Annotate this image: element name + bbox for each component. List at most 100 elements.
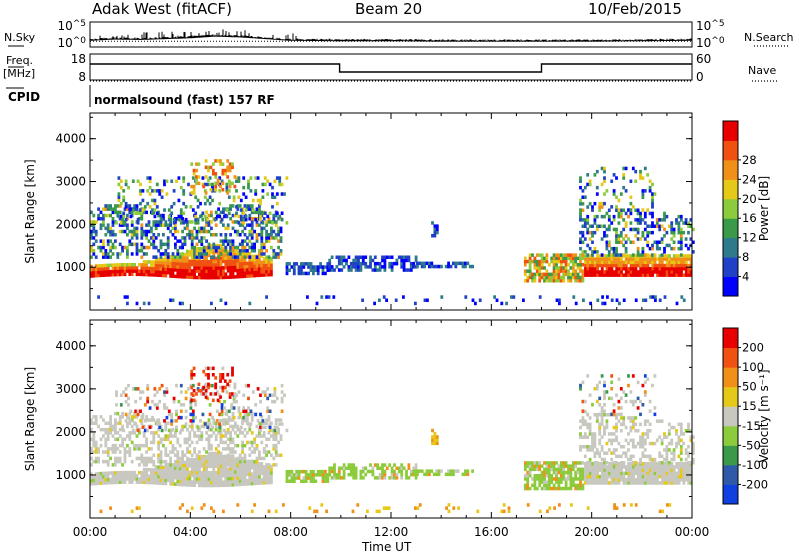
power-cell bbox=[646, 230, 650, 235]
power-cell bbox=[646, 234, 650, 238]
power-cell bbox=[223, 172, 227, 176]
power-cell bbox=[359, 268, 363, 272]
power-cell bbox=[256, 176, 260, 180]
power-cell bbox=[271, 221, 274, 225]
power-cell bbox=[581, 195, 585, 199]
power-cell bbox=[672, 270, 676, 274]
velocity-cell bbox=[267, 418, 271, 422]
power-cell bbox=[605, 189, 609, 193]
velocity-cell bbox=[337, 466, 341, 470]
power-cell bbox=[653, 260, 657, 265]
power-cell bbox=[262, 263, 266, 268]
power-cell bbox=[195, 233, 199, 237]
power-cell bbox=[428, 261, 431, 266]
power-cell bbox=[523, 263, 527, 267]
power-cell bbox=[162, 270, 165, 275]
power-cell bbox=[136, 217, 140, 222]
velocity-cell bbox=[224, 431, 228, 435]
velocity-cell bbox=[162, 472, 165, 476]
power-cell bbox=[588, 273, 592, 277]
velocity-cell bbox=[151, 399, 154, 404]
velocity-cell bbox=[210, 434, 213, 438]
power-cell bbox=[634, 298, 638, 302]
velocity-cell bbox=[198, 434, 201, 438]
velocity-cell bbox=[229, 470, 232, 474]
velocity-cell bbox=[118, 450, 122, 454]
power-cell bbox=[593, 263, 597, 268]
power-cell bbox=[218, 182, 222, 187]
power-cell bbox=[543, 272, 546, 277]
power-cell bbox=[212, 259, 216, 264]
power-cell bbox=[600, 205, 604, 209]
power-cell bbox=[121, 245, 124, 250]
power-cell bbox=[559, 266, 563, 270]
velocity-cell bbox=[106, 463, 110, 467]
velocity-cell bbox=[576, 477, 580, 481]
power-cell bbox=[644, 298, 648, 302]
power-cell bbox=[639, 270, 643, 274]
nsearch-label: N.Search bbox=[744, 31, 794, 44]
power-cell bbox=[552, 263, 556, 267]
velocity-cell bbox=[288, 473, 291, 477]
velocity-cell bbox=[226, 463, 230, 467]
power-cell bbox=[557, 269, 561, 273]
power-cell bbox=[423, 264, 426, 269]
power-cell bbox=[533, 259, 537, 264]
power-cell bbox=[207, 245, 211, 250]
velocity-cell bbox=[126, 424, 129, 429]
velocity-cell bbox=[178, 466, 182, 471]
velocity-cell bbox=[562, 486, 566, 491]
velocity-cell bbox=[169, 431, 172, 435]
power-y-tick-label: 2000 bbox=[55, 217, 86, 231]
velocity-cell bbox=[212, 467, 216, 472]
velocity-cell bbox=[118, 474, 122, 478]
power-cell bbox=[228, 181, 232, 186]
power-cell bbox=[603, 270, 607, 274]
power-cell bbox=[198, 259, 201, 264]
velocity-cell bbox=[126, 434, 129, 438]
velocity-cell bbox=[381, 469, 384, 474]
velocity-cell bbox=[152, 481, 156, 485]
power-cell bbox=[622, 243, 626, 248]
power-cell bbox=[567, 272, 570, 277]
velocity-cell bbox=[388, 463, 392, 467]
velocity-cell bbox=[243, 460, 247, 464]
power-cell bbox=[656, 263, 659, 268]
power-cell bbox=[622, 227, 626, 232]
power-cell bbox=[639, 267, 643, 271]
power-cell bbox=[258, 264, 261, 268]
power-cell bbox=[210, 220, 213, 224]
velocity-cell bbox=[234, 460, 237, 465]
power-cell bbox=[204, 159, 208, 163]
power-cell bbox=[104, 266, 108, 271]
power-cell bbox=[579, 263, 582, 267]
power-cell bbox=[219, 210, 223, 215]
power-cell bbox=[326, 262, 330, 266]
power-cell bbox=[328, 265, 332, 269]
power-cell bbox=[677, 270, 681, 274]
power-cell bbox=[610, 263, 614, 268]
velocity-cell bbox=[181, 453, 184, 457]
velocity-cell bbox=[273, 425, 277, 429]
power-cell bbox=[235, 179, 238, 183]
power-cell bbox=[182, 179, 186, 183]
velocity-cell bbox=[354, 476, 358, 480]
velocity-cell bbox=[176, 453, 180, 457]
velocity-cell bbox=[142, 474, 146, 478]
power-cell bbox=[433, 234, 437, 238]
power-cell bbox=[579, 208, 582, 212]
velocity-cell bbox=[557, 480, 561, 484]
power-cell bbox=[162, 267, 165, 271]
velocity-cell bbox=[190, 376, 194, 380]
velocity-cell bbox=[309, 476, 313, 480]
velocity-cell bbox=[219, 470, 223, 475]
power-cell bbox=[106, 229, 110, 234]
power-cell bbox=[624, 270, 628, 274]
power-cell bbox=[188, 233, 192, 237]
power-cell bbox=[608, 257, 611, 261]
power-cell bbox=[447, 264, 450, 269]
velocity-cell bbox=[200, 431, 204, 435]
power-cell bbox=[193, 226, 196, 231]
velocity-cell bbox=[280, 422, 284, 426]
power-cell bbox=[150, 236, 153, 240]
